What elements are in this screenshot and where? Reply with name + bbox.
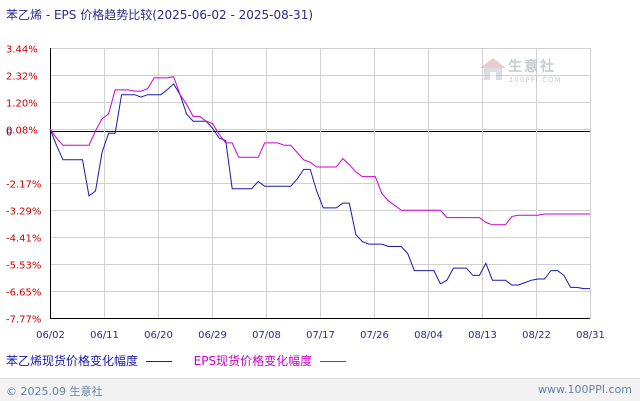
y-tick-label: -5.53% — [6, 261, 41, 272]
legend-label-series2: EPS现货价格变化幅度 — [193, 354, 313, 368]
house-icon — [480, 58, 506, 80]
series-line-2 — [49, 76, 590, 226]
legend-swatch-series2 — [319, 361, 346, 362]
y-tick-label: 1.20% — [6, 99, 38, 110]
x-tick-labels: 06/02 06/11 06/20 06/29 07/08 07/17 07/26 08/04… — [36, 330, 605, 340]
footer-url[interactable]: www.100PPI.com — [538, 383, 632, 396]
x-tick-label: 08/31 — [576, 330, 605, 340]
y-tick-label: -7.77% — [6, 315, 41, 326]
footer-copyright: © 2025.09 生意社 — [6, 385, 103, 398]
x-tick-label: 08/22 — [522, 330, 551, 340]
x-tick-label: 08/04 — [414, 330, 443, 340]
series-line-1 — [49, 83, 590, 290]
legend: 苯乙烯现货价格变化幅度 EPS现货价格变化幅度 — [6, 352, 364, 369]
legend-swatch-series1 — [145, 361, 172, 362]
watermark-url: 100PPI.COM — [509, 76, 562, 84]
x-tick-label: 07/26 — [360, 330, 389, 340]
y-tick-label: 0.08% — [6, 126, 38, 137]
watermark-logo: 生意社 100PPI.COM — [478, 54, 578, 94]
y-tick-labels: 3.44% 2.32% 1.20% 0.08%0 -2.17% -3.29% -4.41% -… — [6, 45, 41, 326]
x-tick-label: 06/02 — [36, 330, 65, 340]
footer: © 2025.09 生意社 www.100PPI.com — [0, 378, 640, 401]
y-tick-label: 2.32% — [6, 72, 38, 83]
x-tick-label: 06/29 — [198, 330, 227, 340]
y-tick-label: 3.44% — [6, 45, 38, 56]
y-tick-label: 0 — [6, 128, 12, 139]
legend-item-series1: 苯乙烯现货价格变化幅度 — [6, 352, 172, 369]
y-tick-label: -2.17% — [6, 180, 41, 191]
x-tick-label: 08/13 — [468, 330, 497, 340]
series-layer — [49, 76, 590, 290]
y-tick-label: -6.65% — [6, 288, 41, 299]
axis-layer — [50, 48, 590, 319]
legend-label-series1: 苯乙烯现货价格变化幅度 — [6, 354, 139, 368]
y-tick-label: -3.29% — [6, 207, 41, 218]
chart-title: 苯乙烯 - EPS 价格趋势比较(2025-06-02 - 2025-08-31… — [6, 8, 314, 22]
legend-item-series2: EPS现货价格变化幅度 — [194, 352, 346, 369]
chart-svg: 3.44% 2.32% 1.20% 0.08%0 -2.17% -3.29% -4.41% -… — [6, 45, 605, 341]
x-tick-label: 07/08 — [252, 330, 281, 340]
watermark-brand: 生意社 — [508, 59, 556, 75]
x-tick-label: 06/20 — [144, 330, 173, 340]
y-tick-label: -4.41% — [6, 234, 41, 245]
x-tick-label: 07/17 — [306, 330, 335, 340]
x-tick-label: 06/11 — [90, 330, 119, 340]
